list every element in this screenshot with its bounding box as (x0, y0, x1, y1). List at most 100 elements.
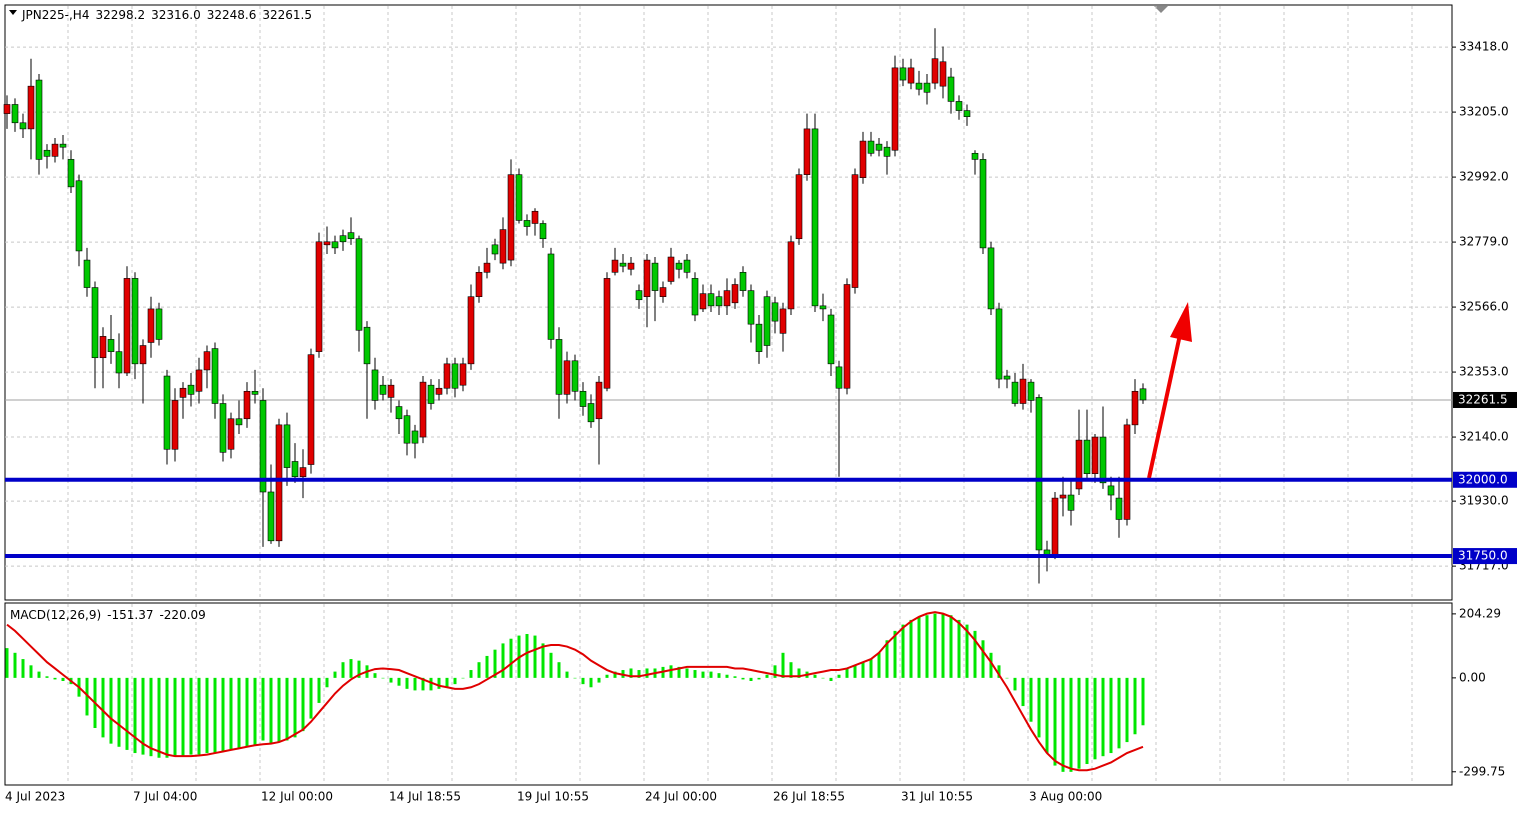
candle-body (347, 232, 355, 240)
candle-body (147, 308, 155, 343)
candle-body (627, 262, 635, 270)
candle-body (323, 241, 331, 246)
candle-body (259, 400, 267, 493)
title-value: 32298.2 (95, 8, 145, 22)
macd-bar (413, 677, 417, 691)
x-tick-label: 24 Jul 00:00 (645, 790, 717, 804)
candle-body (1051, 497, 1059, 557)
candle-body (899, 67, 907, 81)
candle-body (763, 296, 771, 346)
macd-bar (917, 616, 921, 678)
macd-bar (357, 660, 361, 678)
y-tick-label: 0.00 (1459, 670, 1486, 684)
candle-body (1003, 375, 1011, 380)
candle-body (43, 149, 51, 157)
candle-body (1099, 436, 1107, 484)
macd-bar (1117, 677, 1121, 749)
candle-body (371, 369, 379, 401)
macd-bar (613, 671, 617, 678)
y-tick-label: 32353.0 (1459, 365, 1509, 379)
macd-bar (997, 665, 1001, 678)
candle-body (819, 305, 827, 310)
macd-bar (253, 677, 257, 746)
candle-body (1115, 497, 1123, 520)
x-tick-label: 31 Jul 10:55 (901, 790, 973, 804)
macd-bar (405, 677, 409, 689)
macd-bar (229, 677, 233, 750)
candle-body (635, 290, 643, 301)
macd-bar (1045, 677, 1049, 754)
macd-bar (477, 662, 481, 678)
candle-body (299, 467, 307, 478)
macd-bar (29, 665, 33, 678)
candle-body (179, 387, 187, 398)
y-tick-label: 32140.0 (1459, 430, 1509, 444)
macd-bar (1085, 677, 1089, 765)
macd-bar (533, 635, 537, 678)
candle-body (611, 259, 619, 273)
candle-body (195, 369, 203, 392)
candle-body (115, 351, 123, 374)
macd-bar (957, 619, 961, 678)
y-tick-label: 33418.0 (1459, 40, 1509, 54)
candle-body (795, 174, 803, 240)
x-tick-label: 4 Jul 2023 (5, 790, 65, 804)
macd-bar (757, 677, 761, 680)
title-value: -220.09 (159, 608, 205, 622)
title-value: 32261.5 (262, 8, 312, 22)
macd-bar (189, 677, 193, 755)
candle-body (155, 308, 163, 340)
signal-line (6, 611, 1144, 772)
candle-body (283, 424, 291, 468)
candle-body (683, 259, 691, 273)
candle-body (843, 284, 851, 389)
candle-body (99, 336, 107, 359)
macd-bar (373, 673, 377, 678)
candle-body (587, 403, 595, 423)
menu-triangle[interactable] (9, 10, 17, 15)
macd-bar (741, 677, 745, 680)
macd-bar (973, 630, 977, 678)
macd-bar (1069, 677, 1073, 772)
macd-bar (1101, 677, 1105, 757)
candle-body (67, 159, 75, 188)
macd-bar (581, 677, 585, 685)
macd-bar (837, 674, 841, 678)
macd-bar (717, 673, 721, 678)
macd-bar (1005, 677, 1009, 679)
macd-bar (397, 677, 401, 686)
candle-body (483, 262, 491, 273)
candle-body (859, 140, 867, 179)
candle-body (731, 284, 739, 304)
macd-bar (269, 677, 273, 744)
candle-body (1027, 381, 1035, 401)
macd-bar (773, 665, 777, 678)
candle-body (963, 110, 971, 117)
candle-body (979, 159, 987, 249)
last-price-box (1453, 391, 1517, 408)
candle-body (219, 403, 227, 453)
candle-body (563, 360, 571, 395)
macd-bar (53, 677, 57, 680)
candle-body (883, 146, 891, 157)
macd-bar (333, 671, 337, 678)
macd-bar (317, 677, 321, 703)
candle-body (91, 287, 99, 359)
candle-body (691, 278, 699, 316)
candle-body (275, 424, 283, 542)
candle-body (355, 238, 363, 331)
macd-bar (141, 677, 145, 755)
x-tick-label: 26 Jul 18:55 (773, 790, 845, 804)
candle-body (779, 308, 787, 334)
macd-bar (101, 677, 105, 738)
macd-bar (589, 677, 593, 688)
candle-body (395, 406, 403, 420)
macd-bar (573, 677, 577, 679)
candle-body (451, 363, 459, 389)
level-label: 31750.0 (1458, 549, 1508, 563)
macd-bar (629, 668, 633, 678)
candle-body (891, 67, 899, 151)
candle-body (307, 354, 315, 465)
